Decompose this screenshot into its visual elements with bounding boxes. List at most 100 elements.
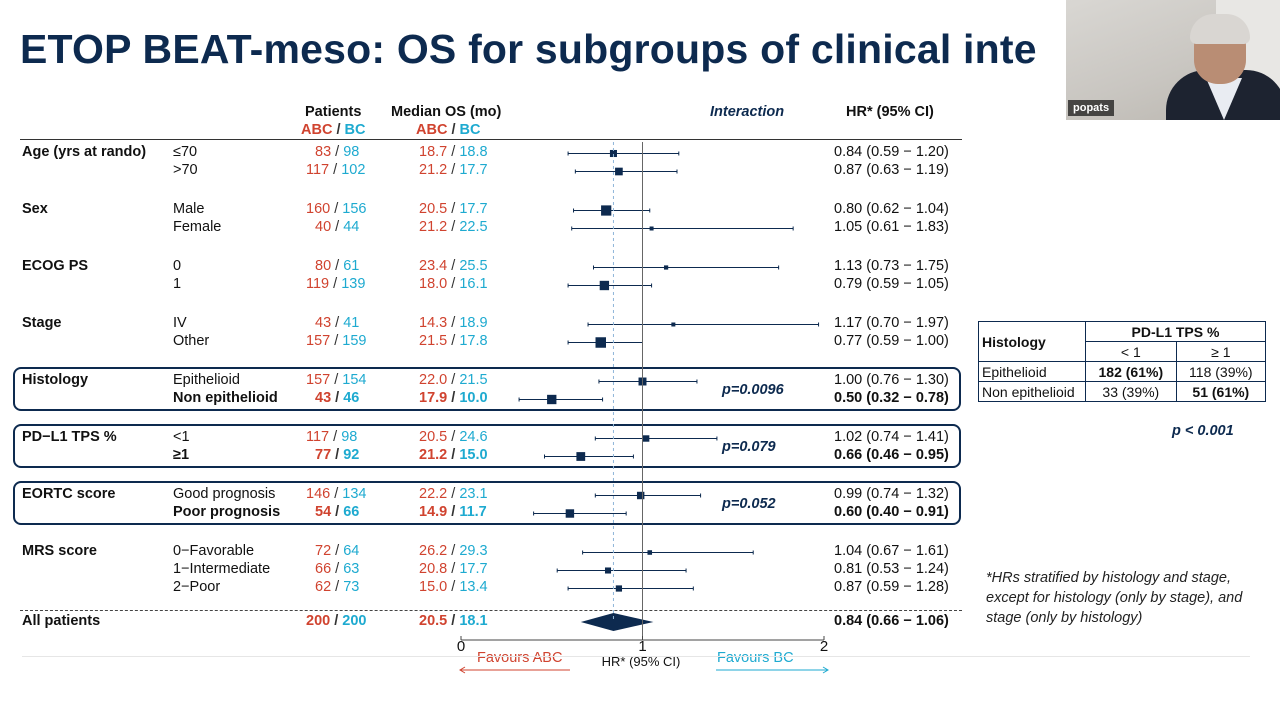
median-os-abc: 21.5	[419, 333, 448, 349]
category-label: 0	[173, 258, 182, 274]
median-os-abc: 20.5	[419, 429, 448, 445]
hr-value: 1.13 (0.73 − 1.75)	[834, 258, 949, 274]
slash: /	[335, 144, 340, 160]
slash: /	[451, 579, 456, 595]
hr-value: 0.84 (0.59 − 1.20)	[834, 144, 949, 160]
category-label: Poor prognosis	[173, 504, 281, 520]
patients-count-bc: 73	[343, 579, 360, 595]
hr-point-marker	[615, 585, 623, 592]
x-axis-tick-label: 0	[457, 638, 465, 655]
median-os-bc: 18.9	[459, 315, 488, 331]
median-os-bc: 10.0	[459, 390, 488, 406]
hr-value: 1.05 (0.61 − 1.83)	[834, 219, 949, 235]
median-os-bc: 11.7	[459, 504, 487, 520]
median-os-bc: 24.6	[459, 429, 488, 445]
side-table-cell: 51 (61%)	[1175, 381, 1267, 402]
hr-point-marker	[601, 205, 612, 216]
side-table-pvalue: p < 0.001	[1172, 423, 1234, 439]
median-os: 26.2 / 29.3	[419, 543, 488, 560]
hr-value: 0.66 (0.46 − 0.95)	[834, 447, 949, 463]
patients-count-abc: 117	[306, 162, 330, 178]
patients-count-bc: 98	[341, 429, 358, 445]
patients-count-bc: 41	[343, 315, 360, 331]
overall-hr-diamond	[580, 613, 654, 631]
slash: /	[451, 390, 456, 406]
median-os-bc: 18.1	[459, 613, 488, 629]
favours-abc-arrowhead	[459, 666, 466, 674]
footnote: *HRs stratified by histology and stage, …	[986, 570, 1243, 626]
median-os-bc: 15.0	[459, 447, 488, 463]
slash: /	[451, 201, 456, 217]
favours-abc-label: Favours ABC	[477, 650, 562, 666]
category-label: IV	[173, 315, 187, 331]
slash: /	[335, 561, 340, 577]
patients-count-abc: 72	[315, 543, 332, 559]
subgroup-label: PD−L1 TPS %	[22, 429, 117, 445]
hr-point-marker	[642, 435, 650, 442]
subgroup-label: Histology	[22, 372, 89, 388]
median-os-abc: 20.8	[419, 561, 448, 577]
patients-count-abc: 66	[315, 561, 332, 577]
median-os-abc: 21.2	[419, 447, 448, 463]
patients-count-bc: 63	[343, 561, 360, 577]
median-os: 14.9 / 11.7	[419, 504, 487, 521]
side-table-col-header: Histology	[978, 321, 1086, 362]
side-table-sub-header: < 1	[1085, 341, 1177, 362]
patients-count-bc: 46	[343, 390, 360, 406]
patients-count: 200 / 200	[306, 613, 367, 630]
histology-pdl1-table: Histology PD-L1 TPS % < 1 ≥ 1 Epithelioi…	[978, 321, 1267, 402]
hr-value: 1.17 (0.70 − 1.97)	[834, 315, 949, 331]
hr-value: 0.87 (0.59 − 1.28)	[834, 579, 949, 595]
interaction-pvalue: p=0.079	[722, 439, 776, 455]
median-os-bc: 25.5	[459, 258, 488, 274]
median-os: 18.0 / 16.1	[419, 276, 488, 293]
patients-count-bc: 92	[343, 447, 360, 463]
category-label: Other	[173, 333, 210, 349]
subgroup-label: Stage	[22, 315, 62, 331]
patients-count: 80 / 61	[315, 258, 359, 275]
median-os: 21.2 / 15.0	[419, 447, 488, 464]
slash: /	[451, 429, 456, 445]
side-table-row-label: Non epithelioid	[978, 381, 1086, 402]
interaction-header: Interaction	[710, 104, 785, 120]
median-os-abc: 18.7	[419, 144, 448, 160]
webcam-video: popats	[1066, 0, 1280, 120]
median-os: 22.0 / 21.5	[419, 372, 488, 389]
slash: /	[334, 372, 339, 388]
category-label: ≤70	[173, 144, 198, 160]
participant-name: popats	[1068, 100, 1115, 116]
category-label: Non epithelioid	[173, 390, 278, 406]
arm-bc-label: BC	[459, 122, 481, 138]
hr-value: 0.99 (0.74 − 1.32)	[834, 486, 949, 502]
patients-count-bc: 102	[341, 162, 366, 178]
subgroup-label: Age (yrs at rando)	[22, 144, 147, 160]
median-os-abc: 20.5	[419, 613, 448, 629]
hr-value: 0.80 (0.62 − 1.04)	[834, 201, 949, 217]
category-label: 2−Poor	[173, 579, 221, 595]
hr-header: HR* (95% CI)	[846, 104, 934, 120]
patients-count-abc: 157	[306, 333, 331, 349]
slash: /	[451, 258, 456, 274]
patients-count: 157 / 159	[306, 333, 367, 350]
hr-point-marker	[671, 322, 676, 327]
slash: /	[451, 276, 456, 292]
hr-point-marker	[576, 452, 586, 461]
patients-count-abc: 160	[306, 201, 331, 217]
patients-count-abc: 119	[306, 276, 330, 292]
patients-count-abc: 77	[315, 447, 332, 463]
median-os-abc: 14.9	[419, 504, 448, 520]
hr-point-marker	[547, 394, 557, 405]
hr-point-marker	[604, 567, 612, 574]
hr-value: 0.77 (0.59 − 1.00)	[834, 333, 949, 349]
category-label: Good prognosis	[173, 486, 276, 502]
slash: /	[333, 429, 338, 445]
patients-count-abc: 117	[306, 429, 330, 445]
median-os-abc: 15.0	[419, 579, 448, 595]
median-os-abc: 22.2	[419, 486, 448, 502]
median-os-abc: 23.4	[419, 258, 448, 274]
slash: /	[335, 447, 340, 463]
patients-arm-header: ABC / BC	[301, 122, 365, 139]
median-os: 20.8 / 17.7	[419, 561, 488, 578]
median-os-abc: 22.0	[419, 372, 448, 388]
